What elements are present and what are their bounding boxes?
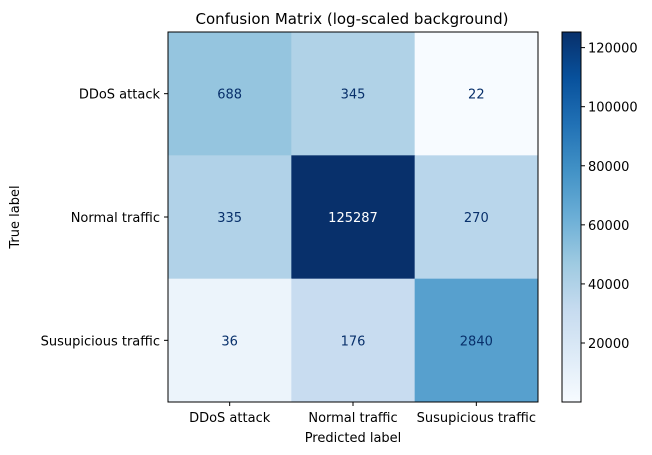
- y-axis-ticks: DDoS attack Normal traffic Susupicious tra…: [41, 88, 168, 349]
- heatmap-cell: [414, 155, 539, 280]
- heatmap-cell: [168, 32, 292, 156]
- colorbar-gradient: [562, 32, 581, 402]
- colorbar-tick-label: 120000: [588, 42, 638, 57]
- cell-value-label: 125287: [328, 211, 378, 226]
- x-tick-label: Normal traffic: [308, 411, 397, 426]
- heatmap-cell-labels: 688 345 22 335 125287 270 36 176 2840: [217, 88, 493, 350]
- heatmap-cell: [168, 278, 292, 403]
- heatmap-cell: [168, 155, 292, 280]
- colorbar-tick-label: 40000: [588, 278, 629, 293]
- x-axis-ticks: DDoS attack Normal traffic Susupicious tra…: [189, 402, 536, 426]
- heatmap-cells: [168, 32, 539, 403]
- cell-value-label: 36: [221, 334, 238, 349]
- colorbar-ticks: 20000 40000 60000 80000 100000 120000: [581, 42, 638, 352]
- cell-value-label: 335: [217, 211, 242, 226]
- cell-value-label: 2840: [460, 334, 493, 349]
- heatmap-cell: [414, 278, 539, 403]
- colorbar-tick-label: 60000: [588, 219, 629, 234]
- y-tick-label: DDoS attack: [79, 88, 161, 103]
- cell-value-label: 22: [468, 88, 485, 103]
- x-axis-label: Predicted label: [305, 431, 402, 446]
- cell-value-label: 270: [464, 211, 489, 226]
- chart-title: Confusion Matrix (log-scaled background): [195, 10, 508, 28]
- y-tick-label: Susupicious traffic: [41, 334, 160, 349]
- colorbar-tick-label: 20000: [588, 337, 629, 352]
- heatmap-cell: [291, 155, 416, 280]
- x-tick-label: DDoS attack: [189, 411, 271, 426]
- colorbar-tick-label: 100000: [588, 101, 638, 116]
- heatmap-cell: [291, 32, 416, 156]
- colorbar-tick-label: 80000: [588, 160, 629, 175]
- cell-value-label: 176: [341, 334, 366, 349]
- cell-value-label: 345: [341, 88, 366, 103]
- x-tick-label: Susupicious traffic: [417, 411, 536, 426]
- y-axis-label: True label: [8, 185, 23, 249]
- cell-value-label: 688: [217, 88, 242, 103]
- heatmap-cell: [291, 278, 416, 403]
- colorbar-frame: [561, 31, 582, 403]
- y-tick-label: Normal traffic: [71, 211, 160, 226]
- heatmap-cell: [414, 32, 539, 156]
